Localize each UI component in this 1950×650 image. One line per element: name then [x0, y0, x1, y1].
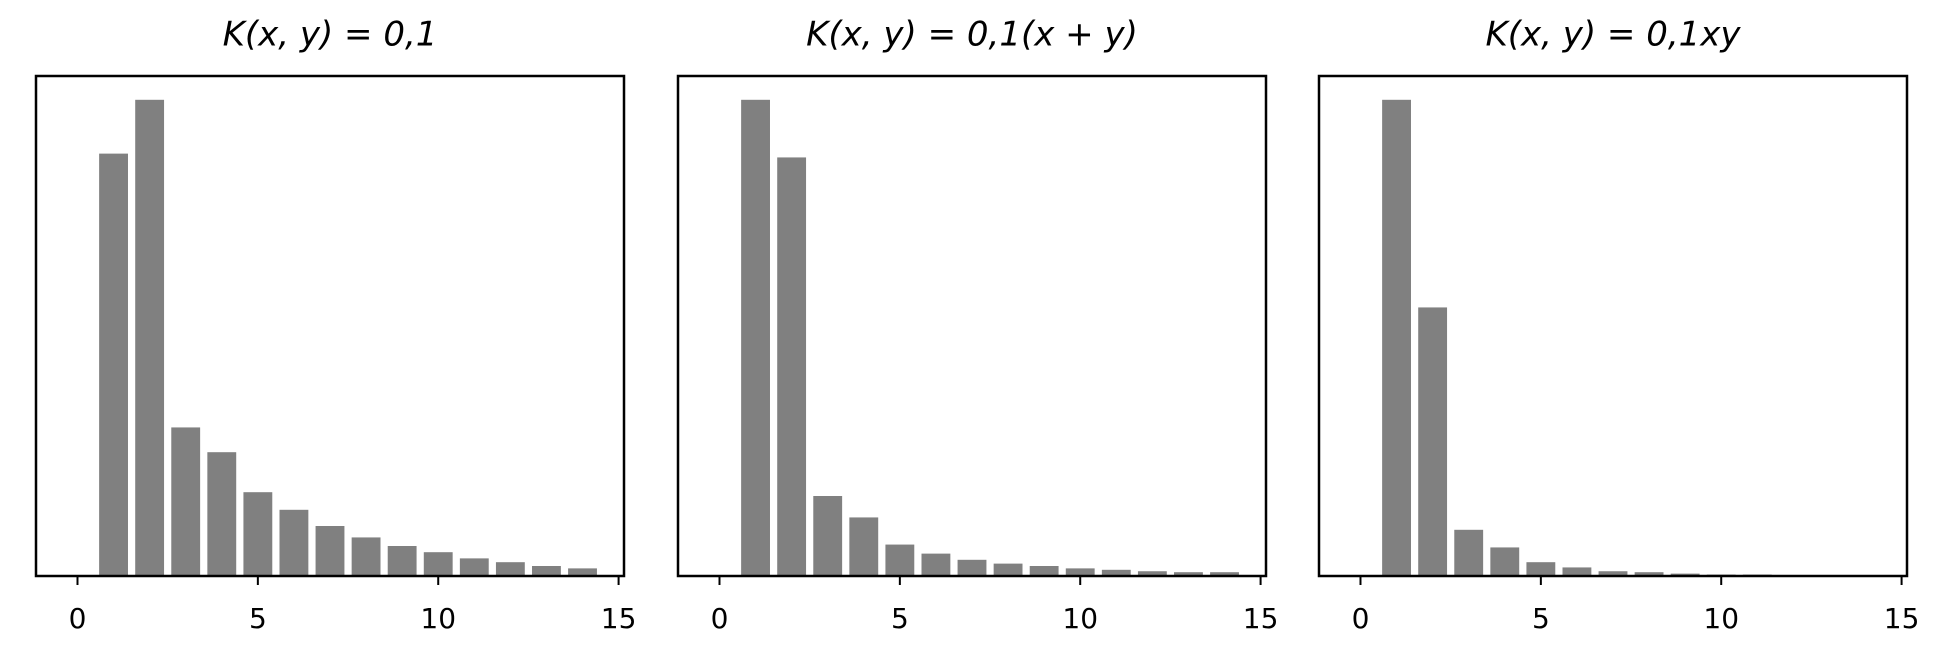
bar	[568, 568, 597, 576]
bar	[1634, 572, 1664, 576]
bar	[279, 509, 309, 576]
bar	[207, 452, 237, 576]
bar	[1490, 547, 1520, 576]
bar	[171, 427, 201, 576]
bar	[993, 563, 1023, 576]
bar	[885, 544, 915, 576]
bar	[459, 558, 489, 576]
bar	[99, 153, 128, 576]
bar	[351, 537, 381, 576]
bar	[1562, 567, 1592, 576]
bar	[1101, 569, 1131, 576]
x-tick-label: 15	[1884, 602, 1920, 635]
bar	[741, 99, 770, 577]
bar	[777, 157, 807, 576]
bar	[921, 553, 951, 576]
x-tick-label: 15	[1243, 602, 1279, 635]
bar	[1418, 307, 1448, 576]
x-tick-label: 0	[69, 602, 87, 635]
bar	[813, 496, 843, 576]
bar	[1137, 571, 1167, 576]
chart-title: K(x, y) = 0,1xy	[1485, 15, 1741, 55]
bar	[849, 517, 879, 576]
bar	[1029, 566, 1059, 576]
x-tick-label: 5	[1532, 602, 1550, 635]
bar	[957, 559, 987, 576]
plot-frame	[1317, 74, 1909, 578]
x-tick-label: 10	[1062, 602, 1098, 635]
x-tick-label: 15	[601, 602, 637, 635]
chart-title: K(x, y) = 0,1	[223, 15, 438, 55]
x-tick-label: 10	[1703, 602, 1739, 635]
bar	[1382, 99, 1411, 577]
bar	[1174, 572, 1203, 576]
x-tick-label: 5	[249, 602, 267, 635]
plot-frame	[676, 74, 1268, 578]
bar	[387, 546, 417, 576]
plot-frame	[34, 74, 626, 578]
bar	[1065, 568, 1095, 576]
bar	[423, 552, 453, 576]
chart-title: K(x, y) = 0,1(x + y)	[806, 15, 1138, 55]
bar	[532, 566, 561, 576]
bar	[1526, 562, 1556, 576]
bar	[1598, 571, 1628, 576]
x-tick-label: 0	[1352, 602, 1370, 635]
bar	[1454, 529, 1484, 576]
bar	[1210, 572, 1239, 576]
x-tick-label: 0	[711, 602, 729, 635]
bar	[495, 562, 525, 576]
bar	[135, 99, 165, 577]
bar	[315, 526, 345, 576]
bar	[243, 492, 273, 576]
x-tick-label: 5	[891, 602, 909, 635]
x-tick-label: 10	[420, 602, 456, 635]
